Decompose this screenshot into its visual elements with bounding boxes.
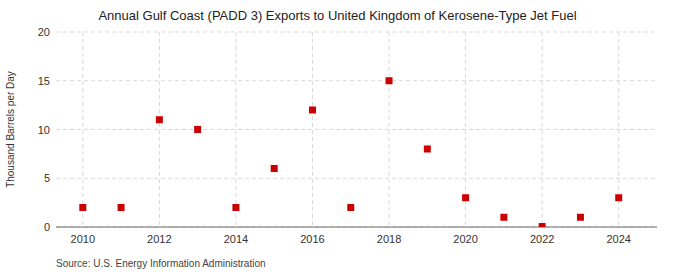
x-tick-label: 2010 (71, 233, 95, 245)
y-tick-label: 15 (38, 75, 50, 87)
point (79, 204, 86, 211)
point (118, 204, 125, 211)
x-grid-line (389, 32, 390, 227)
chart-svg: 2010201220142016201820202022202405101520… (0, 0, 675, 275)
point (424, 146, 431, 153)
point (577, 214, 584, 221)
y-grid-line (56, 32, 657, 33)
source-note: Source: U.S. Energy Information Administ… (56, 258, 266, 269)
y-grid-line (56, 178, 657, 179)
y-tick-label: 20 (38, 26, 50, 38)
point (462, 194, 469, 201)
x-tick-label: 2018 (377, 233, 401, 245)
x-tick-label: 2024 (606, 233, 630, 245)
y-axis-label: Thousand Barrels per Day (5, 71, 16, 188)
x-tick-label: 2016 (300, 233, 324, 245)
x-grid-line (235, 32, 236, 227)
y-tick-label: 0 (44, 221, 50, 233)
x-tick-label: 2012 (147, 233, 171, 245)
points (79, 77, 622, 227)
point (232, 204, 239, 211)
x-grid-line (159, 32, 160, 227)
point (156, 116, 163, 123)
x-axis-line (56, 227, 657, 228)
x-tick-label: 2020 (453, 233, 477, 245)
x-tick-label: 2014 (224, 233, 248, 245)
grid (56, 32, 657, 227)
point (500, 214, 507, 221)
y-tick-label: 5 (44, 172, 50, 184)
point (347, 204, 354, 211)
point (271, 165, 278, 172)
point (309, 107, 316, 114)
point (386, 77, 393, 84)
y-grid-line (56, 80, 657, 81)
chart-container: 2010201220142016201820202022202405101520… (0, 0, 675, 275)
point (539, 223, 546, 227)
y-grid-line (56, 129, 657, 130)
point (615, 194, 622, 201)
axes: 2010 2012 2014 2016 2018 2020 2022 2024 0 5 10 15 20 (38, 26, 631, 245)
x-grid-line (82, 32, 83, 227)
x-grid-line (312, 32, 313, 227)
point (194, 126, 201, 133)
x-grid-line (542, 32, 543, 227)
y-tick-label: 10 (38, 124, 50, 136)
y-grid-line (56, 227, 657, 228)
x-tick-label: 2022 (530, 233, 554, 245)
title: Annual Gulf Coast (PADD 3) Exports to Un… (98, 8, 576, 23)
